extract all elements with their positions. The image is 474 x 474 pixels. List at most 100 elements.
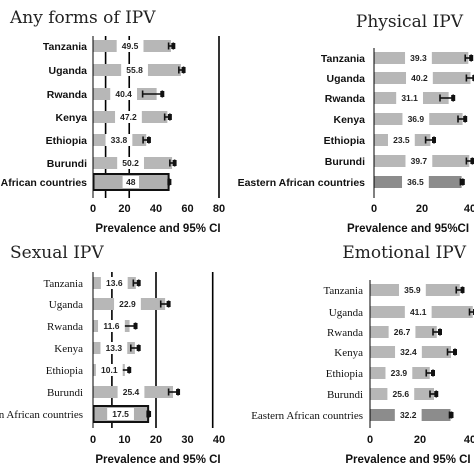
physical-ipv-point-marker <box>472 75 474 81</box>
sexual-ipv-point-marker <box>166 301 171 307</box>
any-ipv-value-box <box>122 176 139 188</box>
physical-ipv-x-tick: 20 <box>416 203 428 215</box>
sexual-ipv-value-label: 17.5 <box>112 409 129 419</box>
emotional-ipv-category-label: Burundi <box>327 389 363 401</box>
emotional-ipv-point-marker <box>453 349 457 355</box>
any-ipv-category-label: n African countries <box>0 177 87 189</box>
any-ipv-value-box <box>121 64 148 76</box>
any-ipv-category-label: Burundi <box>47 158 87 170</box>
sexual-ipv-value-label: 13.3 <box>106 343 123 353</box>
any-ipv-point-marker <box>167 114 172 120</box>
sexual-ipv-value-box <box>100 342 128 354</box>
sexual-ipv-point-marker <box>127 367 132 373</box>
sexual-ipv-value-label: 13.6 <box>106 278 123 288</box>
physical-ipv-category-label: Kenya <box>333 114 365 126</box>
any-ipv-point-marker <box>167 179 172 185</box>
sexual-ipv-category-label: Burundi <box>47 387 83 399</box>
physical-ipv-value-box <box>406 72 433 84</box>
sexual-ipv-value-box <box>98 320 125 332</box>
physical-ipv-title: Physical IPV <box>356 12 464 32</box>
emotional-ipv-category-label: Eastern African countries <box>251 410 363 422</box>
emotional-ipv-x-tick: 40 <box>464 434 474 446</box>
physical-ipv-category-label: Tanzania <box>321 53 365 65</box>
physical-ipv-category-label: Ethiopia <box>324 135 366 147</box>
physical-ipv-category-label: Eastern African countries <box>238 177 366 189</box>
any-ipv-value-label: 55.8 <box>126 65 143 75</box>
emotional-ipv-value-box <box>395 346 422 358</box>
physical-ipv-point-marker <box>469 55 474 61</box>
emotional-ipv-value-label: 41.1 <box>410 307 427 317</box>
sexual-ipv-point-marker <box>133 323 138 329</box>
sexual-ipv-value-box <box>100 277 128 289</box>
sexual-ipv-category-label: n African countries <box>0 409 83 421</box>
physical-ipv-category-label: Rwanda <box>325 93 365 105</box>
physical-ipv-point-marker <box>470 158 474 164</box>
any-ipv-x-tick: 60 <box>181 203 193 215</box>
physical-ipv-value-box <box>387 134 415 146</box>
physical-ipv-point-marker <box>432 137 436 143</box>
sexual-ipv-value-label: 25.4 <box>123 387 140 397</box>
physical-ipv-value-label: 36.9 <box>408 114 425 124</box>
emotional-ipv-point-marker <box>449 412 454 418</box>
sexual-ipv-value-label: 22.9 <box>119 299 136 309</box>
physical-ipv-point-marker <box>460 179 465 185</box>
physical-ipv-value-label: 23.5 <box>393 135 410 145</box>
physical-ipv-value-box <box>402 176 429 188</box>
any-ipv-value-box <box>110 88 138 100</box>
physical-ipv-category-label: Uganda <box>326 73 365 85</box>
emotional-ipv-x-tick: 20 <box>414 434 426 446</box>
sexual-ipv-category-label: Uganda <box>49 299 83 311</box>
any-ipv-value-label: 50.2 <box>122 158 139 168</box>
emotional-ipv-value-box <box>387 388 415 400</box>
physical-ipv-category-label: Burundi <box>325 156 365 168</box>
physical-ipv-value-box <box>405 155 433 167</box>
emotional-ipv-value-label: 32.4 <box>400 347 417 357</box>
emotional-ipv-panel: Emotional IPV Tanzania 35.9 Uganda 41.1 Rwand… <box>251 243 474 466</box>
sexual-ipv-x-tick: 10 <box>118 434 130 446</box>
any-ipv-category-label: Rwanda <box>47 89 87 101</box>
emotional-ipv-x-axis-label: Prevalence and 95% CI <box>345 454 470 466</box>
sexual-ipv-category-label: Tanzania <box>43 278 83 290</box>
physical-ipv-value-label: 39.3 <box>410 53 427 63</box>
any-ipv-x-axis-label: Prevalence and 95% CI <box>95 223 220 235</box>
any-ipv-x-tick: 40 <box>150 203 162 215</box>
sexual-ipv-category-label: Ethiopia <box>46 365 83 377</box>
sexual-ipv-value-label: 11.6 <box>103 321 119 331</box>
physical-ipv-panel: Physical IPV Tanzania 39.3 Uganda 40.2 Rwanda… <box>238 12 474 235</box>
emotional-ipv-point-marker <box>460 287 465 293</box>
emotional-ipv-value-label: 26.7 <box>394 327 411 337</box>
physical-ipv-value-label: 36.5 <box>407 177 424 187</box>
sexual-ipv-value-label: 10.1 <box>101 365 118 375</box>
emotional-ipv-category-label: Tanzania <box>323 285 363 297</box>
any-ipv-value-label: 48 <box>126 177 136 187</box>
any-ipv-point-marker <box>172 160 177 166</box>
emotional-ipv-point-marker <box>438 329 442 335</box>
any-ipv-value-label: 49.5 <box>122 41 139 51</box>
sexual-ipv-point-marker <box>176 389 181 395</box>
emotional-ipv-x-tick: 0 <box>367 434 373 446</box>
any-ipv-x-tick: 80 <box>213 203 225 215</box>
physical-ipv-value-box <box>396 92 423 104</box>
sexual-ipv-point-marker <box>136 345 141 351</box>
physical-ipv-value-box <box>405 52 432 64</box>
any-ipv-title: Any forms of IPV <box>9 8 156 28</box>
physical-ipv-value-label: 40.2 <box>411 73 428 83</box>
emotional-ipv-value-label: 32.2 <box>400 410 417 420</box>
emotional-ipv-category-label: Rwanda <box>327 327 363 339</box>
any-ipv-point-marker <box>146 137 151 143</box>
any-ipv-value-label: 40.4 <box>115 89 132 99</box>
emotional-ipv-value-box <box>398 284 426 296</box>
emotional-ipv-value-box <box>404 306 432 318</box>
sexual-ipv-value-box <box>95 364 123 376</box>
emotional-ipv-value-label: 35.9 <box>404 285 421 295</box>
emotional-ipv-value-box <box>385 367 413 379</box>
emotional-ipv-category-label: Uganda <box>329 307 363 319</box>
emotional-ipv-value-box <box>394 409 422 421</box>
any-ipv-category-label: Uganda <box>48 65 87 77</box>
sexual-ipv-value-box <box>107 408 134 420</box>
emotional-ipv-value-label: 25.6 <box>393 389 410 399</box>
physical-ipv-x-axis-label: Prevalence and 95%CI <box>347 223 469 235</box>
emotional-ipv-category-label: Kenya <box>334 347 363 359</box>
sexual-ipv-x-axis-label: Prevalence and 95% CI <box>95 454 220 466</box>
